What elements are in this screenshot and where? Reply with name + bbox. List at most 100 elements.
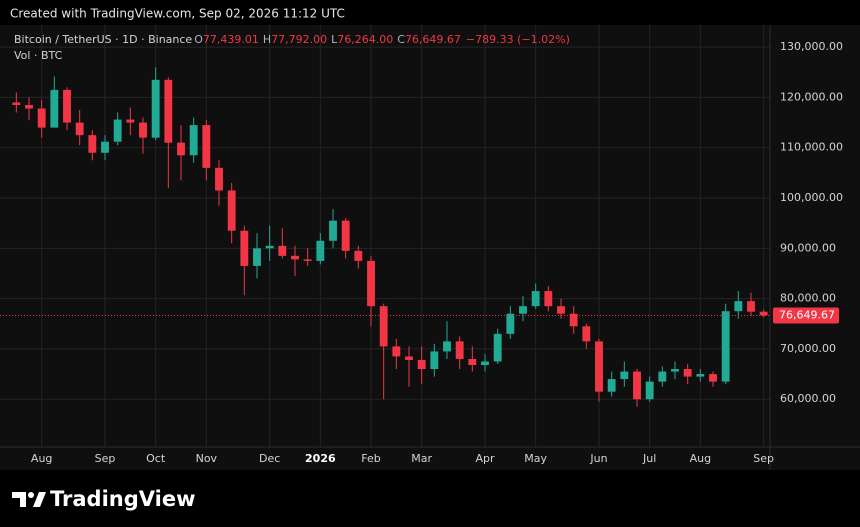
candle-body [696,374,705,377]
candle-body [88,135,97,153]
x-tick-label: Jul [642,452,656,465]
candle-body [531,291,540,307]
candle-body [582,326,591,342]
candle-body [113,119,122,142]
candle-body [671,369,679,372]
candle-body [645,381,654,400]
x-tick-label: Sep [753,452,774,465]
y-tick-label: 70,000.00 [780,342,836,355]
symbol: Bitcoin / TetherUS · 1D · Binance [14,33,192,46]
candle-body [721,311,730,382]
chart-panel [0,25,860,470]
candle-body [481,361,489,366]
candle-body [443,341,451,352]
x-tick-label: Feb [361,452,380,465]
x-tick-label: Dec [259,452,280,465]
x-tick-label: Aug [31,452,52,465]
candle-body [379,306,388,347]
candle-body [177,142,185,156]
candle-body [607,379,616,392]
header: Created with TradingView.com, Sep 02, 20… [10,7,345,21]
y-tick-label: 100,000.00 [780,191,843,204]
ohlc-value: 76,649.67 [405,33,461,46]
candle-body [75,122,84,136]
candle-body [265,245,274,249]
logo-mark [33,492,46,507]
ohlc-key: L [331,33,338,46]
candle-body [633,371,641,400]
candle-body [417,359,426,370]
candle-body [557,306,565,314]
y-tick-label: 130,000.00 [780,40,843,53]
candle-body [367,260,375,307]
candle-body [164,79,173,143]
legend: Bitcoin / TetherUS · 1D · Binance O77,439… [14,33,570,62]
candle-body [12,102,21,105]
ohlc-key: H [263,33,271,46]
x-tick-label: Nov [196,452,218,465]
candle-body [683,369,692,377]
candle-body [316,240,325,261]
y-tick-label: 110,000.00 [780,141,843,154]
candle-body [63,89,71,123]
candle-body [189,125,198,156]
y-tick-label: 60,000.00 [780,392,836,405]
x-tick-label: Mar [411,452,432,465]
ohlc-key: O [194,33,203,46]
candle-body [709,374,717,382]
candle-body [405,356,413,360]
candle-body [278,245,287,256]
candle-body [569,313,578,327]
candle-body [139,122,147,138]
candle-body [468,358,477,366]
candle-body [392,346,401,357]
candle-body [50,89,59,128]
x-tick-label: Sep [95,452,116,465]
logo-dot [28,492,34,498]
candle-body [215,167,223,191]
footer-logo-icon [12,492,46,507]
candle-body [151,79,160,138]
y-tick-label: 90,000.00 [780,241,836,254]
volume-legend: Vol · BTC [14,49,63,62]
x-tick-label: May [524,452,547,465]
ohlc-value: 77,792.00 [271,33,327,46]
logo-mark [12,492,26,507]
footer-logo: TradingView [50,487,195,511]
candle-body [759,311,768,316]
x-tick-label: Apr [475,452,495,465]
candle-body [202,125,211,168]
candle-body [747,301,755,312]
candle-body [734,301,743,312]
candle-body [303,259,312,261]
candle-body [620,371,629,380]
x-tick-label: Oct [146,452,166,465]
candle-body [544,291,553,307]
candle-body [37,108,46,128]
candle-body [455,341,464,359]
candle-body [658,371,667,382]
ohlc-value: 76,264.00 [337,33,393,46]
candle-body [506,313,515,334]
x-tick-label: Aug [690,452,711,465]
candle-body [101,141,109,153]
y-tick-label: 120,000.00 [780,90,843,103]
candle-body [25,104,33,109]
candle-body [354,250,363,261]
ohlc-value: 77,439.01 [203,33,259,46]
candle-body [227,190,236,231]
x-tick-label: 2026 [305,452,336,465]
symbol-legend: Bitcoin / TetherUS · 1D · Binance O77,439… [14,33,570,46]
candle-body [126,119,135,123]
candle-body [240,230,249,266]
candle-body [341,220,350,251]
x-tick-label: Jun [589,452,607,465]
last-price-badge [773,307,839,324]
plot [0,25,770,447]
y-tick-label: 80,000.00 [780,292,836,305]
candle-body [430,351,439,370]
candle-body [291,255,299,260]
ohlc-key: C [397,33,405,46]
candle-body [329,220,337,241]
